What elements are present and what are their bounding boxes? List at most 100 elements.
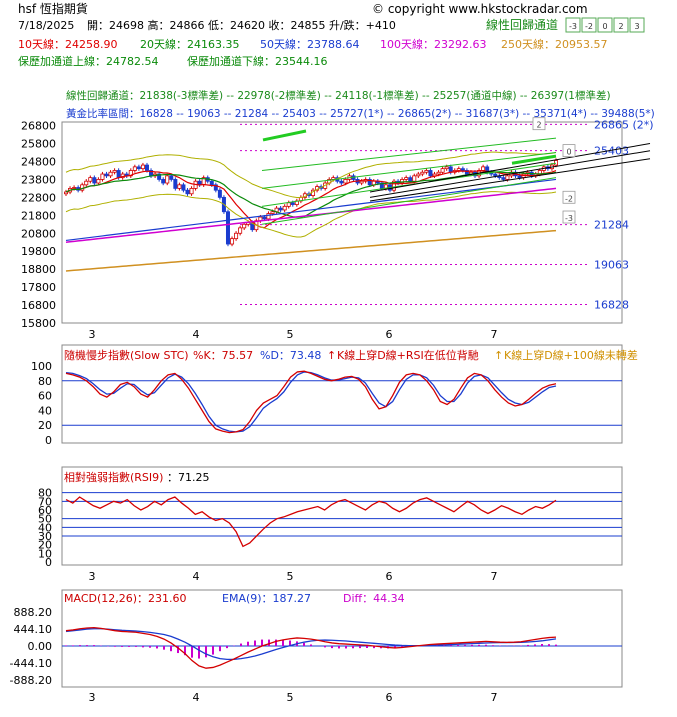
channel-tag-3: -3 xyxy=(565,214,573,223)
candle-body xyxy=(428,170,433,177)
candle-body xyxy=(177,184,182,189)
macd-ytick-1: 444.10 xyxy=(14,623,53,636)
macd-panel xyxy=(61,589,623,688)
candle-body xyxy=(270,211,275,214)
candle-body xyxy=(234,232,239,240)
candle-body xyxy=(72,187,77,189)
rsi-ytick-0: 80 xyxy=(38,487,52,500)
candle-body xyxy=(161,179,166,184)
price-ytick-1: 25800 xyxy=(21,138,56,151)
channel-button-4[interactable] xyxy=(629,17,645,33)
ma20-label: 20天線：24163.35 xyxy=(140,37,239,51)
channel-tag-2: -2 xyxy=(565,194,573,203)
price-ytick-2: 24800 xyxy=(21,155,56,168)
candle-body xyxy=(262,216,267,220)
candle-body xyxy=(157,173,162,180)
candle-body xyxy=(440,168,445,173)
fib-label-4: 16828 xyxy=(594,299,629,312)
candle-body xyxy=(84,180,89,186)
channel-button-1[interactable] xyxy=(581,17,597,33)
candle-body xyxy=(169,175,174,180)
rsi-ytick-2: 60 xyxy=(38,504,52,517)
ma10-label: 10天線：24258.90 xyxy=(18,37,117,51)
stc-title: 隨機慢步指數(Slow STC) xyxy=(64,348,189,362)
fib-label-1: 25403 xyxy=(594,145,629,158)
channel-label: 線性回歸通道 xyxy=(486,17,558,32)
candle-body xyxy=(493,173,498,177)
channel-button-0[interactable] xyxy=(565,17,581,33)
rsi-ytick-4: 40 xyxy=(38,521,52,534)
channel-tag-0: 2 xyxy=(536,121,541,130)
stc-signal-1-arrow: ↑ xyxy=(327,349,336,362)
boll-lower-line xyxy=(65,191,557,238)
price-ytick-6: 20800 xyxy=(21,227,56,240)
candle-body xyxy=(517,175,522,179)
stc-ytick-3: 40 xyxy=(38,404,52,417)
price-ytick-9: 17800 xyxy=(21,281,56,294)
candle-body xyxy=(132,166,137,171)
ma100-label: 100天線：23292.63 xyxy=(380,37,486,51)
channel-button-label-2: 0 xyxy=(602,22,607,31)
candle-body xyxy=(165,175,170,184)
candle-body xyxy=(460,168,465,171)
candle-body xyxy=(456,168,461,171)
boll-upper-line xyxy=(65,151,557,198)
candle-body xyxy=(278,207,283,211)
rsi-ytick-7: 10 xyxy=(38,547,52,560)
candle-body xyxy=(116,170,121,179)
macd-ema-label: EMA(9)：187.27 xyxy=(222,592,311,605)
rsi-panel xyxy=(61,466,623,566)
macd-ytick-2: 0.00 xyxy=(28,640,53,653)
trend-marker-2 xyxy=(511,154,557,165)
candle-body xyxy=(136,166,141,170)
macd-xlabel-3: 6 xyxy=(386,691,393,704)
ma250-label: 250天線：20953.57 xyxy=(501,37,607,51)
black-channel-line-0 xyxy=(369,143,651,193)
candle-body xyxy=(209,180,214,186)
channel-button-2[interactable] xyxy=(597,17,613,33)
macd-ytick-0: 888.20 xyxy=(14,606,53,619)
candle-body xyxy=(481,166,486,171)
rsi-ytick-6: 20 xyxy=(38,539,52,552)
channel-button-3[interactable] xyxy=(613,17,629,33)
macd-ema-line xyxy=(65,628,557,661)
stc-d-line xyxy=(65,371,557,433)
price-ytick-3: 23800 xyxy=(21,173,56,186)
channel-tag-1: 0 xyxy=(566,148,571,157)
macd-value: 231.60 xyxy=(148,592,187,605)
plots-layer: 2680025800248002380022800218002080019800… xyxy=(10,117,654,704)
channel-button-label-4: 3 xyxy=(634,22,639,31)
ma250-line xyxy=(65,229,557,272)
price-ytick-8: 18800 xyxy=(21,263,56,276)
rsi-ytick-8: 0 xyxy=(45,556,52,569)
candle-body xyxy=(266,213,271,220)
regression-line-0 xyxy=(261,177,557,225)
macd-xlabel-1: 4 xyxy=(193,691,200,704)
symbol-title: hsf 恆指期貨 xyxy=(18,1,88,16)
fib-label-3: 19063 xyxy=(594,258,629,271)
candle-body xyxy=(189,188,194,195)
price-xlabel-1: 4 xyxy=(193,328,200,341)
ma50-line xyxy=(65,178,557,242)
ma100-line xyxy=(65,187,557,243)
price-ytick-11: 15800 xyxy=(21,317,56,330)
fib-label-0: 26865 (2*) xyxy=(594,118,654,131)
macd-line xyxy=(65,626,557,669)
rsi-xlabel-3: 6 xyxy=(386,570,393,583)
candle-body xyxy=(367,179,372,186)
macd-title: MACD(12,26) xyxy=(64,592,137,605)
candle-body xyxy=(416,173,421,177)
upper-band-label: 保歷加通道上線：24782.54 xyxy=(18,54,159,68)
rsi-xlabel-0: 3 xyxy=(89,570,96,583)
channel-tag-box-1 xyxy=(562,144,576,158)
candle-body xyxy=(96,179,101,184)
stc-k-label: %K：75.57 xyxy=(193,349,253,362)
candle-body xyxy=(554,160,559,166)
channel-tag-box-0 xyxy=(532,117,546,131)
macd-diff-label: Diff：44.34 xyxy=(343,592,405,605)
candle-body xyxy=(173,179,178,189)
stc-ytick-2: 60 xyxy=(38,390,52,403)
channel-button-label-3: 2 xyxy=(618,22,623,31)
candle-body xyxy=(144,164,149,171)
